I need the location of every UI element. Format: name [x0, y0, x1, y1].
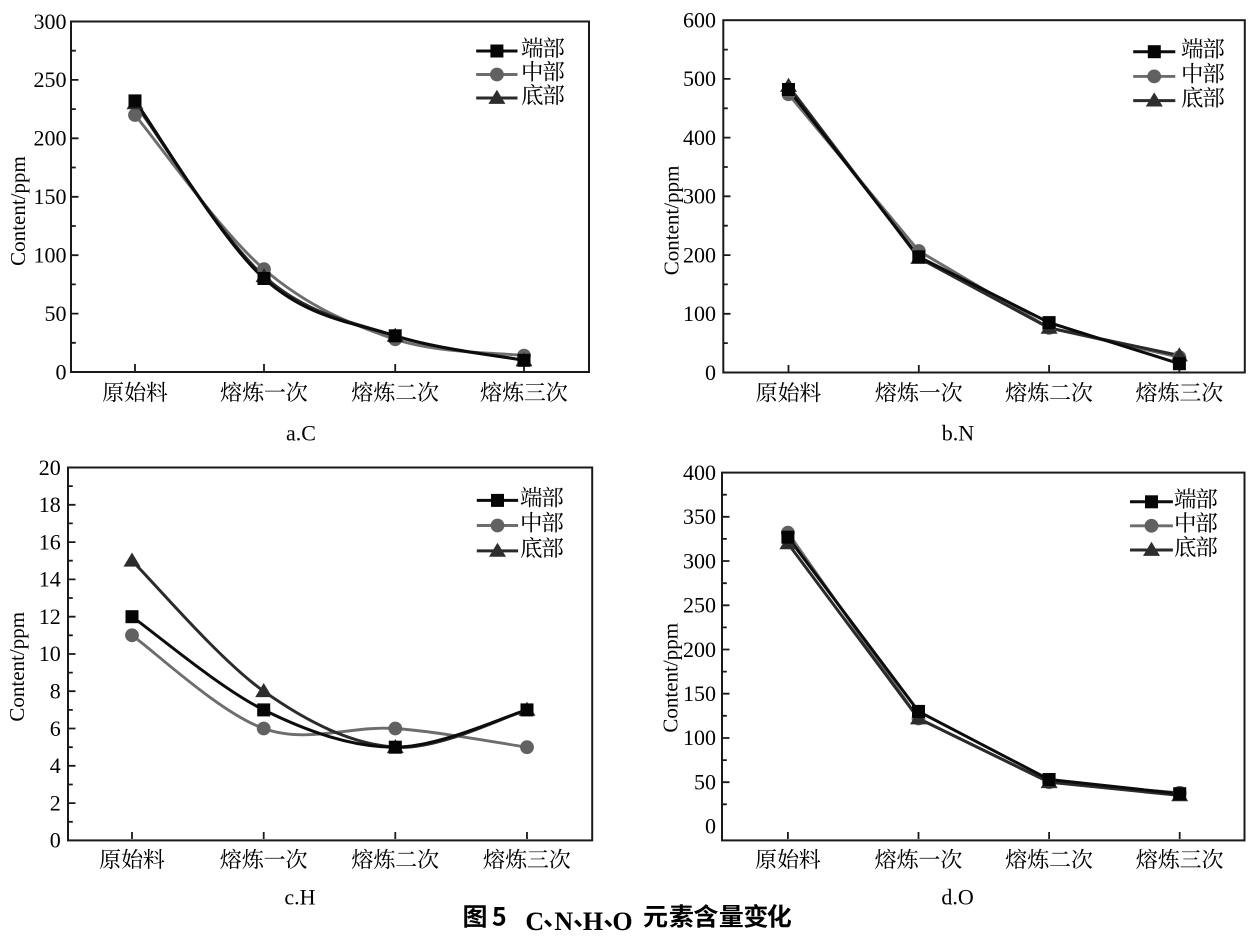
- svg-text:200: 200: [683, 242, 716, 267]
- svg-text:0: 0: [705, 360, 716, 385]
- svg-text:a.C: a.C: [286, 421, 316, 446]
- svg-text:250: 250: [34, 67, 67, 92]
- svg-text:12: 12: [39, 604, 61, 629]
- svg-text:600: 600: [683, 8, 716, 33]
- svg-text:d.O: d.O: [941, 885, 973, 910]
- svg-text:16: 16: [39, 529, 61, 554]
- svg-text:0: 0: [56, 359, 67, 384]
- svg-text:0: 0: [50, 828, 61, 853]
- svg-text:50: 50: [694, 770, 716, 795]
- svg-text:O: O: [612, 907, 632, 936]
- svg-text:150: 150: [34, 184, 67, 209]
- svg-text:400: 400: [683, 460, 716, 485]
- svg-text:300: 300: [683, 548, 716, 573]
- svg-text:300: 300: [683, 184, 716, 209]
- svg-text:b.N: b.N: [942, 421, 975, 446]
- svg-text:N: N: [554, 907, 573, 936]
- svg-text:4: 4: [50, 753, 61, 778]
- svg-text:Content/ppm: Content/ppm: [6, 156, 30, 266]
- svg-text:0: 0: [705, 814, 716, 839]
- svg-text:2: 2: [50, 790, 61, 815]
- svg-text:Content/ppm: Content/ppm: [5, 612, 29, 722]
- svg-text:Content/ppm: Content/ppm: [659, 623, 683, 733]
- svg-text:Content/ppm: Content/ppm: [660, 166, 684, 276]
- svg-text:100: 100: [683, 725, 716, 750]
- svg-text:200: 200: [683, 637, 716, 662]
- svg-text:300: 300: [34, 9, 67, 34]
- svg-text:500: 500: [683, 66, 716, 91]
- svg-text:350: 350: [683, 504, 716, 529]
- svg-text:6: 6: [50, 716, 61, 741]
- svg-text:20: 20: [39, 455, 61, 480]
- svg-text:50: 50: [45, 301, 67, 326]
- svg-text:400: 400: [683, 125, 716, 150]
- svg-text:c.H: c.H: [284, 885, 315, 910]
- svg-text:C: C: [525, 907, 544, 936]
- svg-text:18: 18: [39, 492, 61, 517]
- svg-text:200: 200: [34, 126, 67, 151]
- svg-text:H: H: [583, 907, 603, 936]
- svg-text:150: 150: [683, 681, 716, 706]
- svg-text:100: 100: [34, 243, 67, 268]
- svg-text:250: 250: [683, 593, 716, 618]
- svg-text:100: 100: [683, 301, 716, 326]
- svg-text:8: 8: [50, 679, 61, 704]
- svg-text:10: 10: [39, 641, 61, 666]
- svg-text:14: 14: [39, 567, 61, 592]
